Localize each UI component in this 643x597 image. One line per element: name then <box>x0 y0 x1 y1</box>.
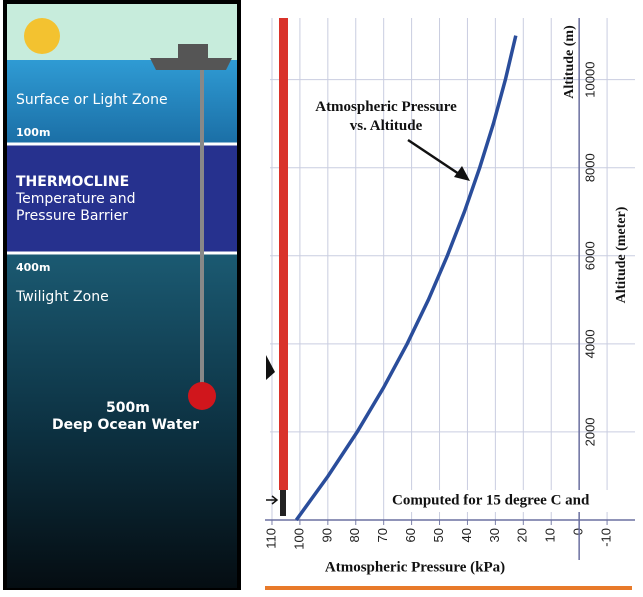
x-tick-label: 70 <box>375 528 390 542</box>
note-bg <box>390 490 635 512</box>
x-tick-label: 0 <box>571 528 586 535</box>
x-tick-label: 110 <box>263 528 278 549</box>
x-tick-label: 50 <box>431 528 446 542</box>
chart: 110 100 90 80 70 60 50 40 30 20 10 0 -10200040006000… <box>263 18 635 590</box>
y-axis-label: Altitude (meter) <box>614 206 629 303</box>
x-tick-label: 10 <box>543 528 558 542</box>
depth-label: 100m <box>16 126 50 139</box>
zone-label: Temperature and <box>15 191 135 207</box>
x-tick-label: 40 <box>459 528 474 542</box>
x-tick-label: 90 <box>319 528 334 542</box>
zone-label: Surface or Light Zone <box>16 92 168 108</box>
boat <box>150 58 232 70</box>
depth-label: 400m <box>16 261 50 274</box>
zone-label: Pressure Barrier <box>16 208 128 224</box>
y-axis-label: Altitude (m) <box>562 25 577 99</box>
y-tick-label: 8000 <box>583 153 598 182</box>
annotation: Computed for 15 degree C and <box>392 492 590 508</box>
y-tick-label: 2000 <box>583 417 598 446</box>
x-tick-label: 20 <box>515 528 530 542</box>
y-tick-label: 10000 <box>583 62 598 98</box>
x-tick-label: -10 <box>599 528 614 547</box>
annotation-line: vs. Altitude <box>350 118 423 134</box>
red-bar <box>279 18 288 490</box>
x-tick-label: 60 <box>403 528 418 542</box>
y-tick-label: 4000 <box>583 329 598 358</box>
arrowhead <box>454 166 470 181</box>
x-tick-label: 100 <box>291 528 306 550</box>
x-tick-label: 30 <box>487 528 502 542</box>
bar-tip <box>280 490 286 516</box>
y-tick-label: 6000 <box>583 241 598 270</box>
line <box>294 35 518 522</box>
small-arrow <box>266 495 279 505</box>
x-axis-label: Atmospheric Pressure (kPa) <box>325 559 505 575</box>
thermocline <box>7 145 237 252</box>
annotation-line: Atmospheric Pressure <box>315 99 457 115</box>
boat-cabin <box>178 44 208 58</box>
x-tick-label: 80 <box>347 528 362 542</box>
zone-label: Deep Ocean Water <box>52 417 199 433</box>
zone-label: Twilight Zone <box>15 289 109 305</box>
depth-label: 500m <box>106 400 150 416</box>
deep-zone <box>7 254 237 588</box>
annotation: Atmospheric Pressure vs. Altitude <box>315 99 457 134</box>
light-zone <box>7 60 237 143</box>
zone-label: THERMOCLINE <box>16 174 129 190</box>
annotation-arrow <box>407 138 463 178</box>
ocean-diagram: Surface or Light Zone 100m THERMOCLINE T… <box>3 0 241 590</box>
weight <box>188 382 216 410</box>
edge-marker <box>266 355 275 380</box>
sun <box>24 18 60 54</box>
